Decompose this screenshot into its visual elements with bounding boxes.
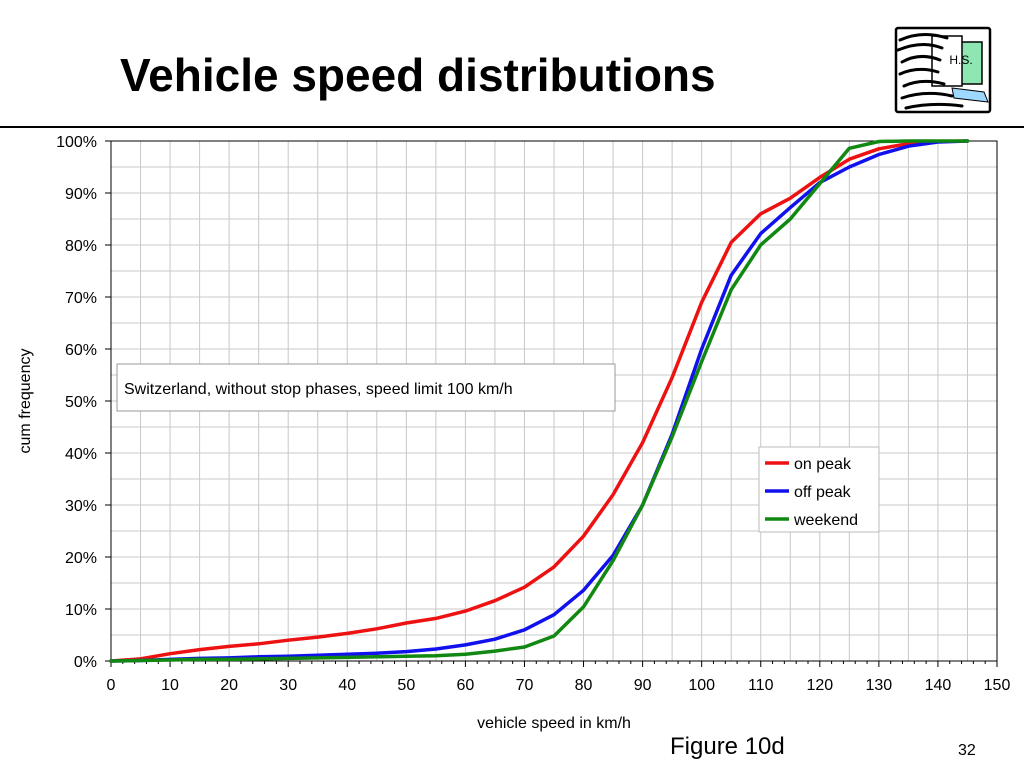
x-tick-label: 150 — [984, 677, 1011, 694]
y-tick-label: 100% — [56, 134, 97, 151]
logo-text: H.S. — [949, 53, 972, 67]
x-tick-label: 130 — [866, 677, 893, 694]
y-tick-label: 40% — [65, 446, 97, 463]
x-tick-label: 110 — [748, 677, 774, 694]
hs-logo-icon: H.S. — [894, 26, 992, 114]
x-tick-label: 20 — [220, 677, 238, 694]
x-tick-label: 80 — [575, 677, 593, 694]
annotation-text: Switzerland, without stop phases, speed … — [124, 381, 513, 398]
x-tick-label: 0 — [107, 677, 116, 694]
y-tick-label: 20% — [65, 550, 97, 567]
speed-distribution-chart: 0 10 20 30 40 50 60 70 80 90 100 110 120 130 140 150 0% 1… — [17, 134, 1010, 732]
x-tick-label: 50 — [397, 677, 415, 694]
y-tick-label: 10% — [65, 602, 97, 619]
x-axis-label: vehicle speed in km/h — [477, 715, 631, 732]
on-peak-line — [109, 139, 970, 663]
y-tick-label: 70% — [65, 290, 97, 307]
x-tick-label: 140 — [925, 677, 952, 694]
y-tick-label: 90% — [65, 186, 97, 203]
x-tick-label: 40 — [338, 677, 356, 694]
legend: on peak off peak weekend — [758, 446, 880, 533]
x-tick-label: 90 — [634, 677, 652, 694]
x-tick-label: 120 — [806, 677, 833, 694]
y-tick-label: 0% — [74, 654, 97, 671]
legend-label: off peak — [794, 484, 852, 501]
tick-layer: 0 10 20 30 40 50 60 70 80 90 100 110 120 130 140 150 0% 1… — [56, 134, 1010, 694]
legend-label: weekend — [793, 512, 858, 529]
series-layer — [109, 139, 970, 663]
figure-caption: Figure 10d — [670, 733, 785, 760]
x-tick-label: 60 — [457, 677, 475, 694]
weekend-line — [109, 139, 970, 663]
legend-label: on peak — [794, 456, 852, 473]
y-tick-label: 60% — [65, 342, 97, 359]
page-number: 32 — [958, 742, 976, 759]
y-axis-label: cum frequency — [17, 349, 34, 454]
annotation-box: Switzerland, without stop phases, speed … — [116, 363, 616, 412]
x-tick-label: 30 — [279, 677, 297, 694]
title-rule — [0, 126, 1024, 128]
legend-item-off-peak: off peak — [765, 484, 852, 501]
x-tick-label: 10 — [161, 677, 179, 694]
x-tick-label: 100 — [688, 677, 715, 694]
slide-title: Vehicle speed distributions — [120, 49, 716, 101]
y-tick-label: 50% — [65, 394, 97, 411]
y-tick-label: 30% — [65, 498, 97, 515]
y-tick-label: 80% — [65, 238, 97, 255]
legend-item-weekend: weekend — [765, 512, 858, 529]
x-tick-label: 70 — [516, 677, 534, 694]
legend-item-on-peak: on peak — [765, 456, 852, 473]
